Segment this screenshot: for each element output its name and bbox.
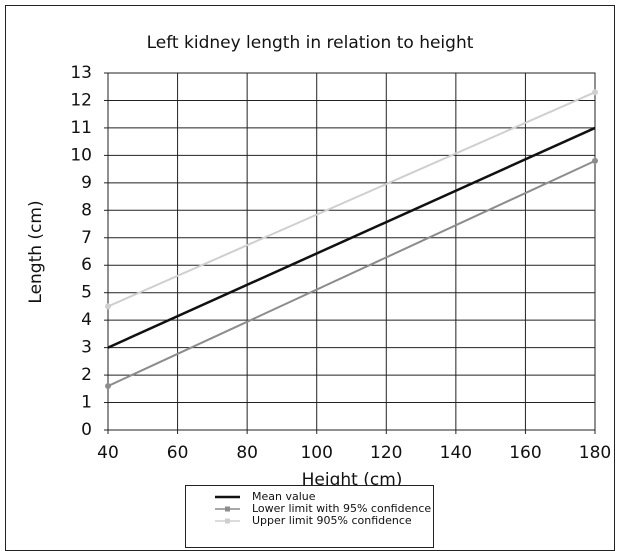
x-tick-label: 40 (97, 443, 119, 463)
y-tick-label: 1 (81, 393, 92, 413)
y-tick-label: 13 (70, 63, 92, 83)
point (592, 89, 598, 96)
x-tick-label: 120 (370, 443, 402, 463)
point (592, 157, 598, 164)
y-tick-label: 9 (81, 173, 92, 193)
y-tick-label: 6 (81, 255, 92, 275)
x-tick-label: 180 (579, 443, 611, 463)
legend-label: Lower limit with 95% confidence (252, 502, 431, 515)
chart-title: Left kidney length in relation to height (147, 33, 474, 53)
series-line (107, 159, 596, 387)
series-line (107, 91, 596, 308)
y-tick-label: 12 (70, 90, 92, 110)
y-tick-label: 8 (81, 200, 92, 220)
legend-label: Mean value (252, 490, 316, 503)
x-tick-label: 140 (440, 443, 472, 463)
frame (5, 5, 615, 551)
legend-marker (225, 518, 230, 524)
plot-border (107, 72, 596, 431)
y-tick-label: 4 (81, 310, 92, 330)
y-tick-label: 3 (81, 338, 92, 358)
point (105, 303, 111, 310)
y-tick-label: 11 (70, 118, 92, 138)
y-axis-label: Length (cm) (26, 200, 46, 303)
x-tick-label: 60 (167, 443, 189, 463)
y-tick-label: 5 (81, 283, 92, 303)
point (105, 383, 111, 390)
y-tick-label: 10 (70, 145, 92, 165)
x-tick-label: 100 (300, 443, 332, 463)
x-tick-label: 80 (236, 443, 258, 463)
y-tick-label: 0 (81, 420, 92, 440)
y-tick-label: 2 (81, 365, 92, 385)
x-tick-label: 160 (509, 443, 541, 463)
y-tick-label: 7 (81, 228, 92, 248)
legend-marker (225, 506, 230, 512)
series-line (107, 126, 596, 349)
legend-label: Upper limit 905% confidence (252, 514, 412, 527)
